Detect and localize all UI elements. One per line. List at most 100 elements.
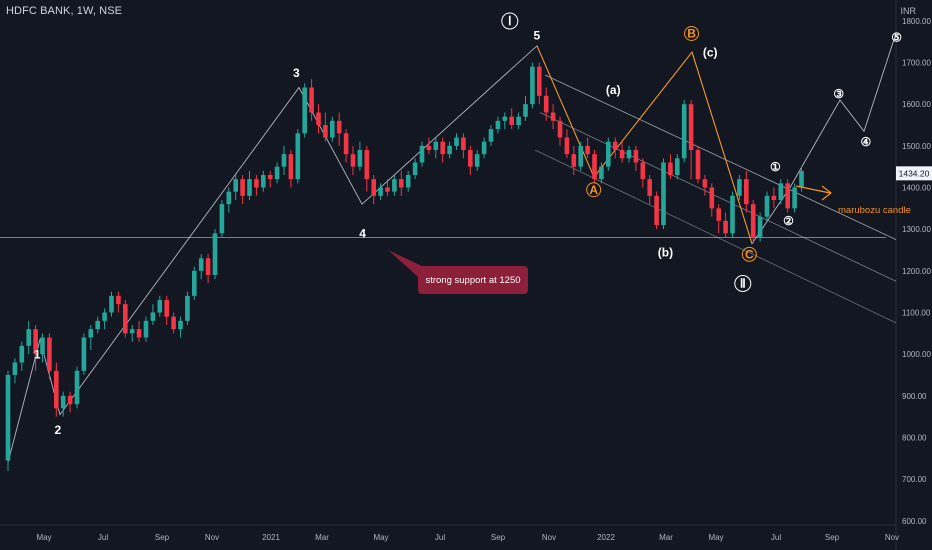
candle-body xyxy=(723,220,728,234)
candle-body xyxy=(357,150,363,167)
candle-body xyxy=(654,195,659,225)
y-tick-label: 1500.00 xyxy=(902,142,931,151)
candle-body xyxy=(40,337,45,355)
candle-body xyxy=(88,329,94,338)
candle-body xyxy=(730,195,735,234)
x-tick-label: Mar xyxy=(659,533,673,542)
candle-body xyxy=(302,87,307,134)
x-tick-label: Sep xyxy=(155,533,170,542)
wave-label: ⑤ xyxy=(891,31,902,45)
candle-body xyxy=(585,145,590,155)
y-tick-label: 1600.00 xyxy=(902,100,931,109)
last-price-badge xyxy=(896,166,932,181)
y-tick-label: 1200.00 xyxy=(902,267,931,276)
x-tick-label: May xyxy=(708,533,723,542)
candle-body xyxy=(198,258,204,271)
x-tick-label: Jul xyxy=(771,533,781,542)
candle-body xyxy=(247,179,252,196)
candle-body xyxy=(150,312,156,321)
candle-body xyxy=(385,187,390,192)
candle-body xyxy=(688,104,694,150)
wave-circle xyxy=(684,26,700,41)
wave-label: 2 xyxy=(54,423,61,437)
candle-body xyxy=(543,95,549,113)
x-tick-label: Mar xyxy=(315,533,329,542)
candle-body xyxy=(675,158,680,175)
candle-body xyxy=(178,320,183,330)
wave-label: Ⅱ xyxy=(740,277,746,291)
candle-body xyxy=(171,316,176,330)
candle-body xyxy=(419,145,425,163)
candle-body xyxy=(757,216,763,238)
channel-middle xyxy=(539,112,897,282)
candle-body xyxy=(60,395,66,409)
candle-body xyxy=(502,116,508,121)
candle-body xyxy=(95,320,100,330)
candle-body xyxy=(123,304,128,334)
candle-body xyxy=(371,179,376,196)
x-tick-label: Sep xyxy=(491,533,506,542)
candle-body xyxy=(316,112,321,125)
support-callout-box xyxy=(418,266,528,294)
candle-body xyxy=(661,162,666,225)
last-price-text: 1434.20 xyxy=(899,168,930,178)
x-tick-label: Jul xyxy=(435,533,445,542)
candle-body xyxy=(647,179,652,196)
candle-body xyxy=(619,150,625,159)
candle-body xyxy=(5,375,11,461)
candle-body xyxy=(157,300,163,313)
wave-label: C xyxy=(745,247,754,261)
candle-body xyxy=(343,133,349,155)
candle-body xyxy=(261,175,266,188)
wave-label: ③ xyxy=(833,87,844,101)
candle-body xyxy=(67,395,73,405)
y-tick-label: 1000.00 xyxy=(902,350,931,359)
symbol-title[interactable]: HDFC BANK, 1W, NSE xyxy=(6,5,123,17)
y-tick-label: 600.00 xyxy=(902,517,927,526)
candle-body xyxy=(288,154,294,180)
candle-body xyxy=(433,141,439,150)
candle-body xyxy=(336,120,342,134)
candle-body xyxy=(737,179,742,196)
candle-body xyxy=(461,137,466,150)
candle-body xyxy=(626,150,632,159)
wave-label: ① xyxy=(770,160,781,174)
marubozu-arrow-shaft xyxy=(795,185,831,194)
candle-body xyxy=(606,141,611,167)
candle-body xyxy=(792,187,797,209)
wave-label: 3 xyxy=(293,66,300,80)
candle-body xyxy=(557,120,563,138)
candle-body xyxy=(267,175,273,180)
candle-body xyxy=(129,329,135,334)
candle-body xyxy=(612,141,618,150)
x-tick-label: Nov xyxy=(885,533,899,542)
candle-body xyxy=(785,183,790,209)
candle-body xyxy=(592,154,597,180)
candle-body xyxy=(399,179,404,188)
x-tick-label: Nov xyxy=(542,533,556,542)
candle-body xyxy=(516,116,521,125)
y-tick-label: 900.00 xyxy=(902,392,927,401)
candle-body xyxy=(474,154,480,167)
candle-body xyxy=(744,179,749,205)
wave-label: (c) xyxy=(703,45,718,59)
candle-body xyxy=(364,150,370,180)
x-tick-label: Jul xyxy=(98,533,108,542)
candle-body xyxy=(750,204,756,238)
candle-body xyxy=(709,187,715,209)
candle-body xyxy=(564,137,570,155)
candle-body xyxy=(240,179,245,196)
candle-body xyxy=(226,191,232,205)
candle-body xyxy=(74,370,80,405)
candle-body xyxy=(681,104,687,159)
wave-circle xyxy=(741,246,757,262)
candle-body xyxy=(109,295,114,313)
candle-body xyxy=(12,362,18,375)
candle-body xyxy=(488,129,494,142)
candle-body xyxy=(47,337,52,371)
y-tick-label: 1400.00 xyxy=(902,184,931,193)
wave-label: ④ xyxy=(860,135,871,149)
candle-body xyxy=(143,320,149,338)
wave-label: 5 xyxy=(533,29,540,43)
